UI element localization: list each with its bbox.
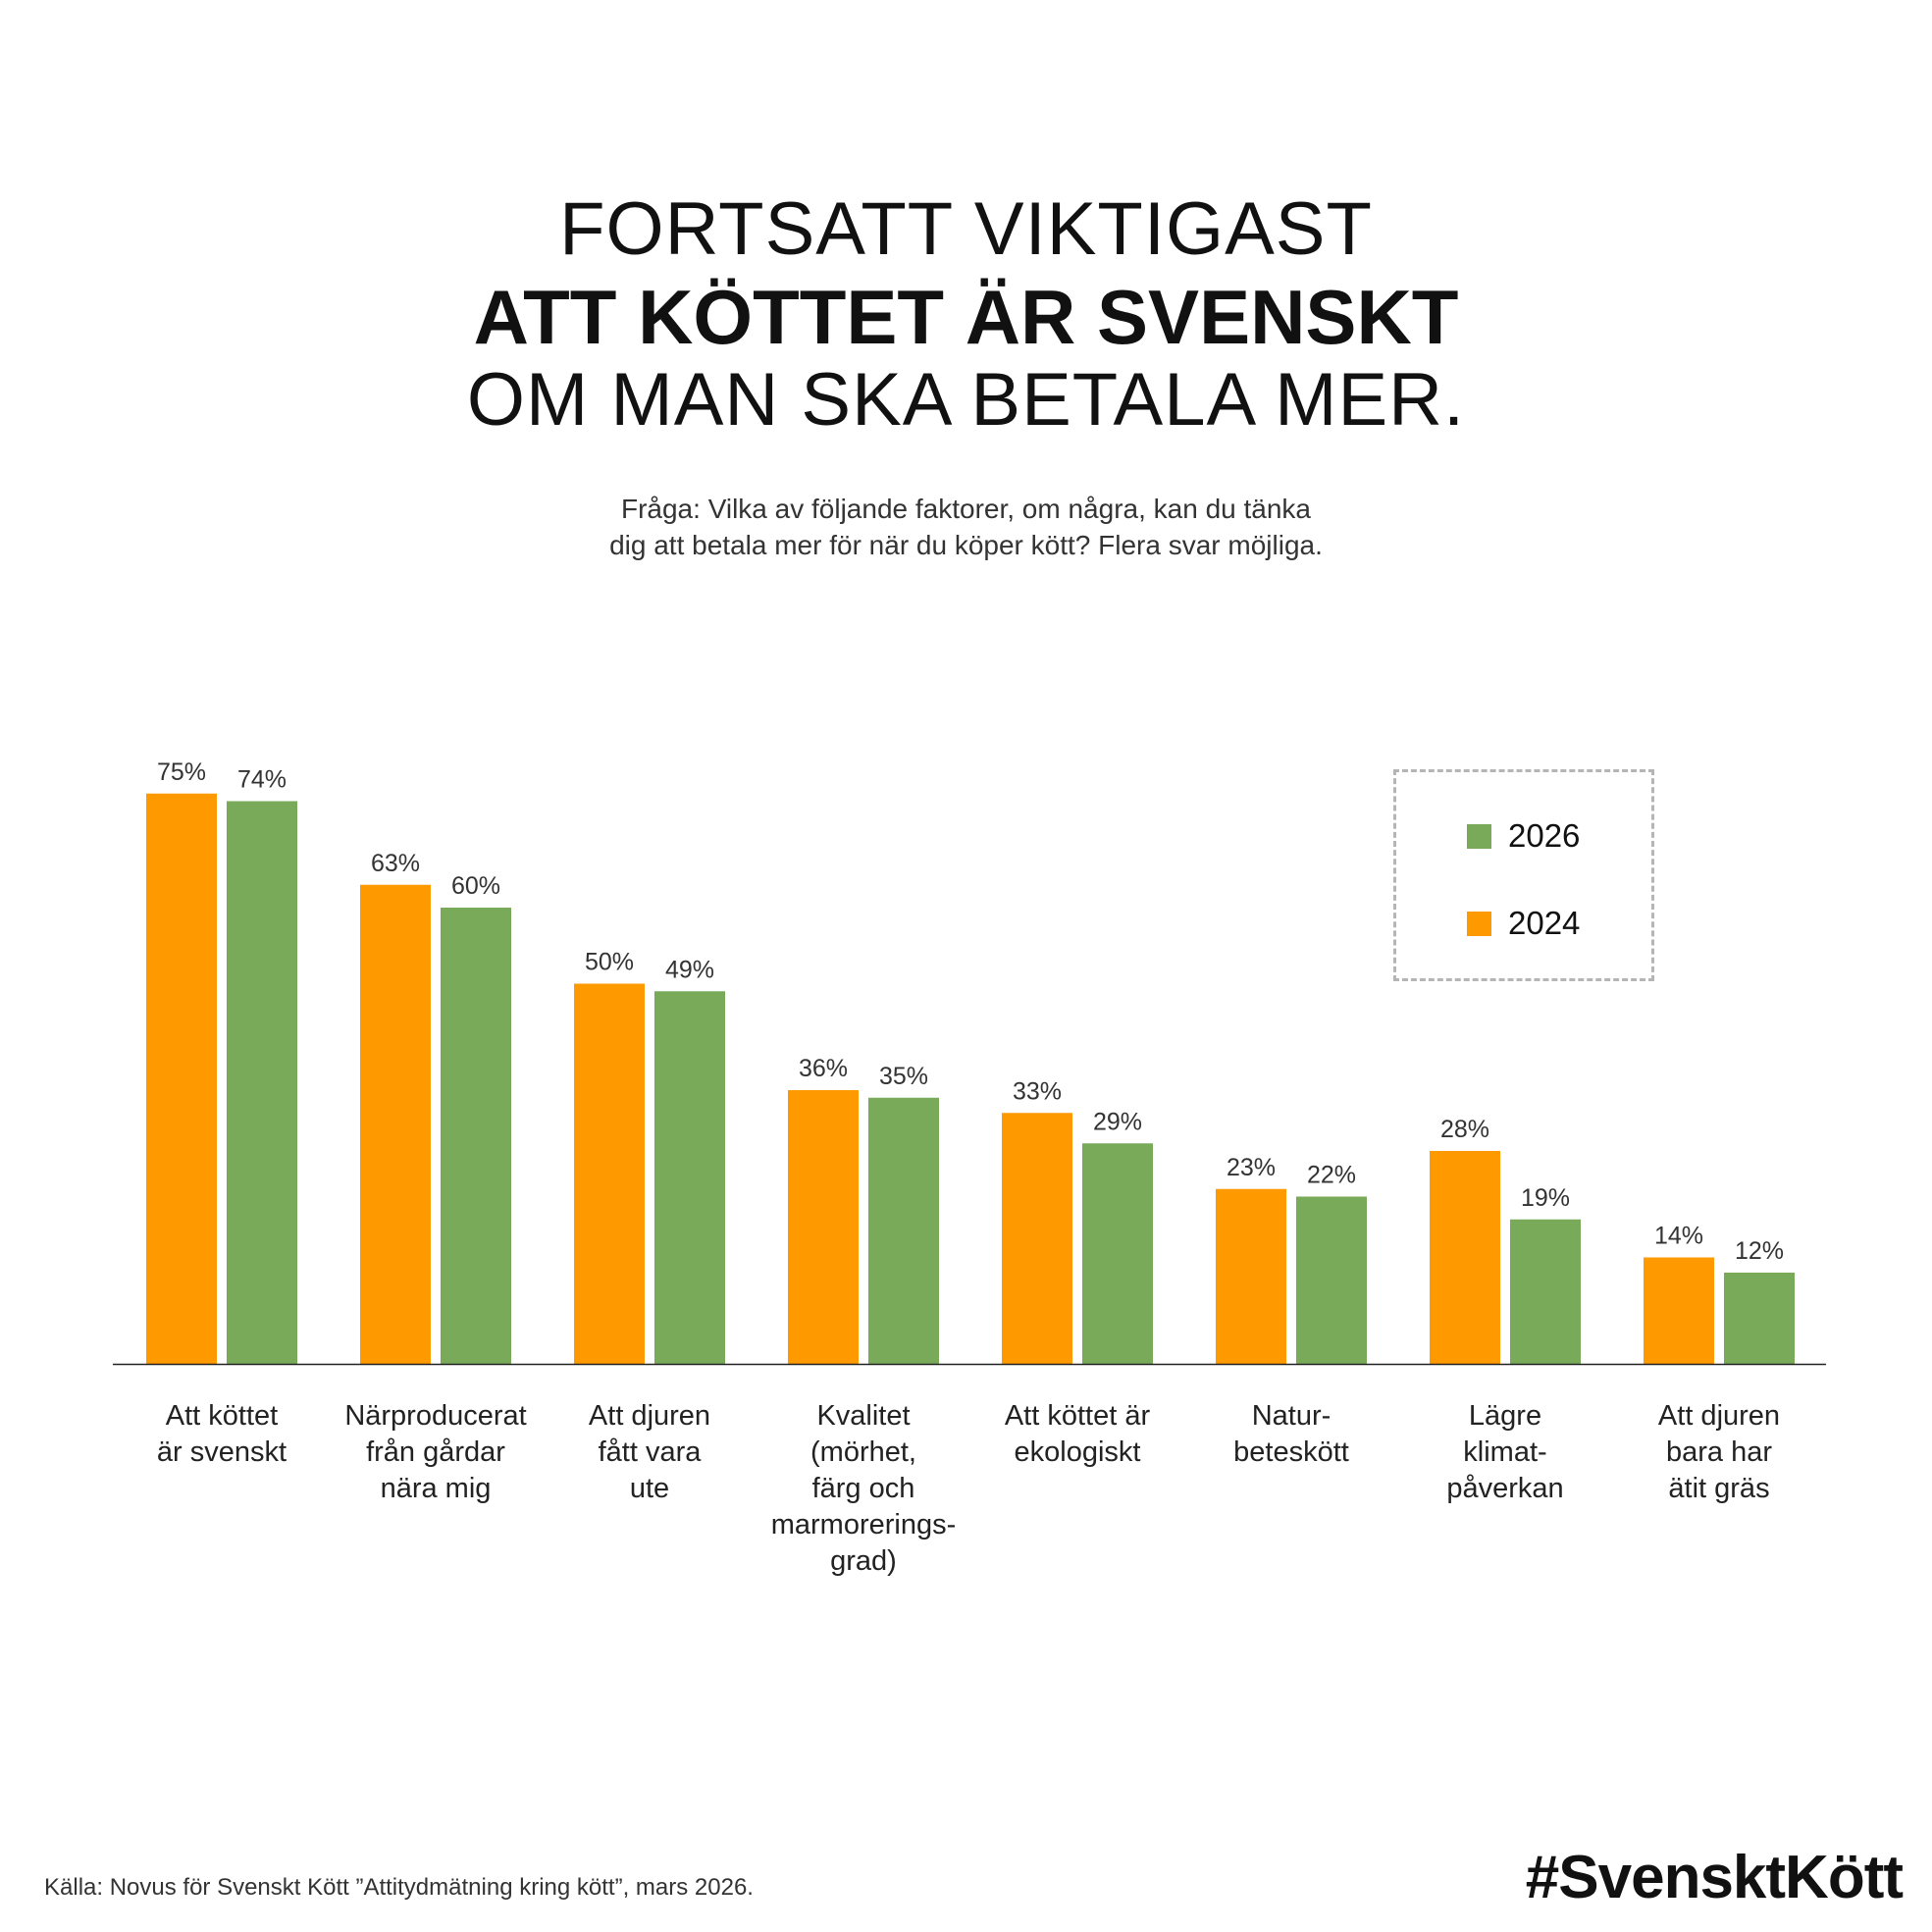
category-label: färg och [812,1473,915,1504]
category-label: är svenskt [157,1436,287,1468]
bar-2026 [1510,1219,1581,1364]
bar-2024 [1430,1151,1500,1364]
category-label: Lägre [1469,1400,1541,1432]
category-label: beteskött [1233,1436,1349,1468]
data-label-2026: 22% [1307,1162,1356,1189]
category-label: Att köttet är [1005,1400,1151,1432]
category-label: klimat- [1463,1436,1546,1468]
category-label: Kvalitet [816,1400,910,1432]
category-label: ätit gräs [1668,1473,1769,1504]
bar-2026 [654,991,725,1364]
data-label-2024: 33% [1013,1077,1062,1105]
bar-2024 [788,1090,859,1364]
category-label: från gårdar [366,1436,505,1468]
data-label-2026: 49% [665,956,714,983]
data-label-2024: 23% [1227,1154,1276,1181]
bar-2024 [1216,1188,1286,1364]
source-note: Källa: Novus för Svenskt Kött ”Attitydmä… [44,1874,754,1901]
legend-label-2024: 2024 [1508,905,1581,941]
category-label: ekologiskt [1015,1436,1141,1468]
category-label: Att djuren [1658,1400,1780,1432]
data-label-2024: 75% [157,758,206,786]
bar-2026 [1296,1196,1367,1364]
category-label: grad) [830,1545,897,1577]
category-label: Närproducerat [344,1400,526,1432]
data-label-2026: 74% [237,766,287,794]
legend-item-2026: 2026 [1467,817,1580,855]
bar-2024 [146,793,217,1364]
legend: 2026 2024 [1393,769,1654,981]
data-label-2026: 12% [1735,1237,1784,1265]
data-label-2024: 14% [1654,1223,1703,1250]
category-label: fått vara [599,1436,703,1468]
bar-2026 [227,801,297,1364]
bar-2024 [1644,1257,1714,1364]
data-label-2026: 35% [879,1063,928,1090]
bar-2026 [441,908,511,1364]
legend-label-2026: 2026 [1508,817,1581,854]
bar-2026 [1724,1273,1795,1364]
category-label: bara har [1666,1436,1772,1468]
title-line-2: ATT KÖTTET ÄR SVENSKT [473,274,1459,360]
category-label: marmorerings- [771,1509,957,1540]
category-label: (mörhet, [810,1436,916,1468]
category-label: Att köttet [166,1400,278,1432]
bar-2026 [1082,1143,1153,1364]
category-label: Att djuren [589,1400,710,1432]
category-label: nära mig [381,1473,492,1504]
data-label-2024: 63% [371,850,420,877]
data-label-2024: 28% [1440,1116,1489,1143]
category-label: Natur- [1252,1400,1332,1432]
legend-item-2024: 2024 [1467,905,1580,942]
data-label-2024: 50% [585,949,634,976]
legend-swatch-2026 [1467,823,1491,849]
title-line-3: OM MAN SKA BETALA MER. [466,358,1466,442]
category-label: ute [630,1473,669,1504]
data-label-2026: 29% [1093,1108,1142,1135]
data-label-2026: 60% [451,872,500,900]
hashtag-logo: #SvensktKött [1525,1844,1904,1911]
subtitle-line-1: Fråga: Vilka av följande faktorer, om nå… [620,494,1311,524]
data-label-2026: 19% [1521,1184,1570,1212]
title-line-1: FORTSATT VIKTIGAST [559,187,1373,271]
subtitle-line-2: dig att betala mer för när du köper kött… [609,530,1323,560]
legend-swatch-2024 [1467,911,1491,936]
bar-2024 [1002,1113,1072,1364]
category-label: påverkan [1446,1473,1563,1504]
bar-2024 [360,884,431,1364]
bar-2026 [868,1097,939,1364]
subtitle: Fråga: Vilka av följande faktorer, om nå… [0,491,1932,563]
data-label-2024: 36% [799,1055,848,1082]
bar-2024 [574,983,645,1364]
